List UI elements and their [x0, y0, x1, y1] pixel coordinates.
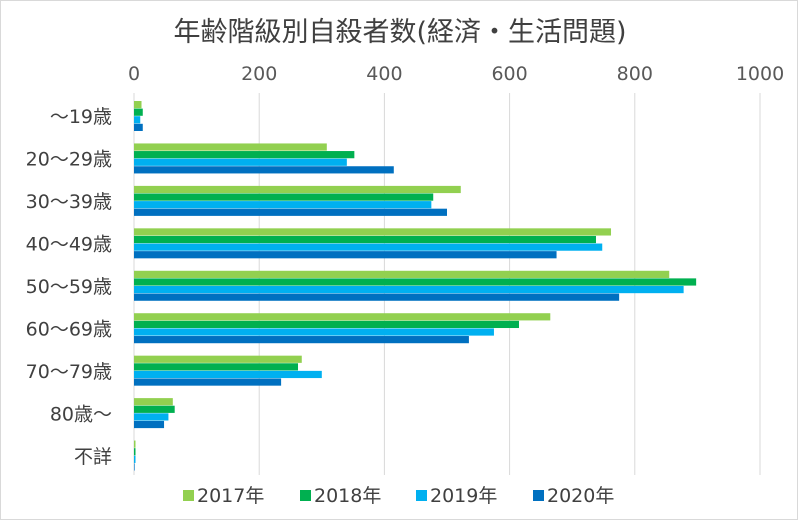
y-tick-label: 不詳 [74, 446, 112, 468]
bar [134, 355, 302, 363]
y-tick-label: 20～29歳 [26, 149, 112, 171]
bar [134, 208, 447, 216]
bar [134, 370, 322, 379]
bar [134, 123, 143, 131]
x-tick-label: 400 [366, 63, 402, 85]
bar [134, 108, 143, 116]
bar [134, 455, 136, 463]
x-tick-label: 600 [491, 63, 527, 85]
bar [134, 328, 494, 336]
x-tick-label: 1000 [736, 63, 784, 85]
bar [134, 336, 469, 344]
bar [134, 151, 355, 159]
legend-swatch [183, 490, 194, 501]
bar [134, 420, 165, 429]
legend-swatch [300, 490, 311, 501]
y-tick-label: 70～79歳 [26, 361, 112, 383]
y-tick-label: 60～69歳 [26, 318, 112, 340]
y-axis-ticks: ～19歳 20～29歳 30～39歳 40～49歳 50～59歳 60～69歳 70～79歳… [26, 106, 112, 468]
bar [134, 293, 620, 301]
legend-label: 2020年 [547, 485, 614, 507]
y-tick-label: 40～49歳 [26, 234, 112, 256]
legend-label: 2019年 [430, 485, 497, 507]
y-tick-label: 50～59歳 [26, 276, 112, 298]
bar [134, 228, 612, 236]
bars [134, 101, 697, 471]
legend: 2017年 2018年 2019年 2020年 [183, 485, 614, 507]
bar [134, 243, 603, 251]
bar [134, 320, 519, 329]
x-tick-label: 800 [617, 63, 653, 85]
bar [134, 398, 173, 406]
bar [134, 463, 135, 471]
x-axis-ticks: 0 200 400 600 800 1000 [128, 63, 784, 85]
chart-title: 年齢階級別自殺者数(経済・生活問題) [173, 17, 627, 48]
x-tick-label: 0 [128, 63, 140, 85]
bar [134, 101, 142, 109]
bar [134, 363, 299, 371]
bar [134, 251, 557, 259]
bar [134, 285, 684, 294]
bar [134, 158, 347, 166]
bar [134, 313, 551, 321]
bar [134, 143, 327, 151]
legend-swatch [416, 490, 427, 501]
legend-swatch [533, 490, 544, 501]
bar [134, 440, 136, 448]
bar [134, 270, 670, 278]
y-tick-label: ～19歳 [50, 106, 112, 128]
bar [134, 378, 282, 386]
bar [134, 413, 169, 421]
legend-label: 2018年 [314, 485, 381, 507]
y-tick-label: 30～39歳 [26, 191, 112, 213]
bar [134, 185, 461, 194]
bar [134, 193, 434, 201]
bar [134, 201, 432, 209]
bar [134, 278, 697, 286]
y-tick-label: 80歳～ [50, 403, 112, 425]
bar [134, 116, 141, 124]
bar [134, 166, 394, 174]
bar [134, 448, 136, 456]
bar [134, 405, 175, 413]
bar [134, 235, 596, 244]
x-tick-label: 200 [241, 63, 277, 85]
legend-label: 2017年 [197, 485, 264, 507]
